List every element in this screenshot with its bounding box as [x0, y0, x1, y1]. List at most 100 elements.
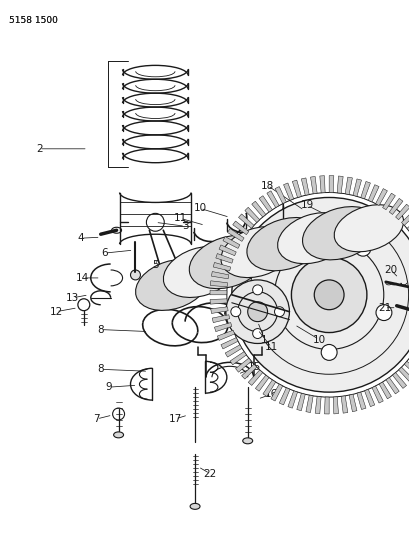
- Polygon shape: [212, 315, 229, 322]
- Polygon shape: [227, 229, 243, 241]
- Ellipse shape: [277, 213, 350, 264]
- Ellipse shape: [220, 227, 294, 278]
- Polygon shape: [235, 358, 251, 372]
- Polygon shape: [385, 377, 398, 394]
- Polygon shape: [395, 204, 409, 220]
- Text: 6: 6: [101, 248, 108, 258]
- Text: 13: 13: [66, 293, 79, 303]
- Circle shape: [287, 240, 303, 256]
- Polygon shape: [229, 352, 246, 365]
- Polygon shape: [398, 367, 409, 382]
- Text: 22: 22: [203, 469, 216, 479]
- Text: 11: 11: [173, 213, 187, 223]
- Text: 7: 7: [93, 414, 100, 424]
- Circle shape: [231, 197, 409, 392]
- Polygon shape: [217, 330, 234, 341]
- Polygon shape: [319, 176, 324, 193]
- Ellipse shape: [242, 438, 252, 444]
- Ellipse shape: [113, 432, 123, 438]
- Polygon shape: [375, 189, 387, 206]
- Text: 1: 1: [261, 335, 267, 344]
- Polygon shape: [400, 211, 409, 225]
- Polygon shape: [211, 271, 228, 279]
- Polygon shape: [406, 217, 409, 231]
- Polygon shape: [232, 221, 248, 235]
- Polygon shape: [258, 196, 272, 212]
- Polygon shape: [210, 281, 227, 287]
- Text: 9: 9: [105, 382, 112, 392]
- Circle shape: [291, 257, 366, 333]
- Circle shape: [354, 240, 370, 256]
- Polygon shape: [333, 397, 338, 414]
- Polygon shape: [364, 389, 374, 407]
- Text: 3: 3: [181, 221, 188, 231]
- Polygon shape: [356, 392, 365, 409]
- Polygon shape: [251, 201, 265, 217]
- Polygon shape: [218, 245, 236, 256]
- Text: 15: 15: [247, 362, 261, 373]
- Polygon shape: [360, 181, 369, 199]
- Polygon shape: [279, 387, 289, 405]
- Text: 19: 19: [300, 200, 313, 211]
- Polygon shape: [266, 191, 279, 207]
- Ellipse shape: [333, 205, 402, 252]
- Circle shape: [247, 302, 267, 321]
- Polygon shape: [340, 396, 347, 413]
- Text: 10: 10: [312, 335, 325, 344]
- Text: 5158 1500: 5158 1500: [9, 15, 58, 25]
- Polygon shape: [371, 386, 382, 403]
- Circle shape: [266, 305, 282, 320]
- Ellipse shape: [163, 246, 236, 297]
- Polygon shape: [378, 382, 391, 399]
- Circle shape: [252, 328, 262, 338]
- Polygon shape: [391, 373, 406, 389]
- Polygon shape: [344, 177, 352, 195]
- Polygon shape: [324, 397, 328, 414]
- Text: 20: 20: [383, 265, 396, 275]
- Polygon shape: [222, 237, 239, 248]
- Circle shape: [313, 280, 343, 310]
- Text: 14: 14: [76, 273, 89, 283]
- Ellipse shape: [246, 217, 323, 271]
- Text: 16: 16: [264, 389, 277, 399]
- Polygon shape: [336, 176, 342, 193]
- Text: 12: 12: [49, 306, 63, 317]
- Polygon shape: [214, 322, 231, 332]
- Text: 5158 1500: 5158 1500: [9, 15, 58, 25]
- Text: 5: 5: [152, 260, 158, 270]
- Polygon shape: [305, 395, 312, 413]
- Ellipse shape: [302, 207, 379, 260]
- Polygon shape: [287, 391, 297, 408]
- Polygon shape: [328, 175, 333, 192]
- Polygon shape: [262, 380, 275, 397]
- Text: 8: 8: [97, 364, 104, 374]
- Polygon shape: [315, 397, 320, 414]
- Text: 4: 4: [77, 233, 84, 243]
- Polygon shape: [292, 180, 301, 198]
- Text: 18: 18: [260, 181, 274, 191]
- Polygon shape: [255, 375, 268, 391]
- Polygon shape: [388, 198, 402, 214]
- Text: 11: 11: [264, 342, 277, 352]
- Polygon shape: [244, 207, 259, 222]
- Polygon shape: [352, 179, 361, 196]
- Polygon shape: [213, 262, 230, 271]
- Circle shape: [320, 344, 336, 360]
- Text: 21: 21: [377, 303, 391, 313]
- Text: 10: 10: [193, 204, 206, 213]
- Polygon shape: [403, 361, 409, 376]
- Polygon shape: [348, 394, 356, 411]
- Circle shape: [375, 305, 391, 320]
- Text: 8: 8: [97, 325, 104, 335]
- Polygon shape: [301, 178, 308, 195]
- Polygon shape: [283, 183, 293, 200]
- Polygon shape: [241, 364, 256, 379]
- Polygon shape: [296, 393, 305, 411]
- Ellipse shape: [190, 503, 200, 510]
- Ellipse shape: [135, 260, 208, 310]
- Polygon shape: [220, 337, 237, 349]
- Polygon shape: [209, 290, 226, 295]
- Text: 17: 17: [168, 414, 181, 424]
- Polygon shape: [247, 370, 262, 385]
- Polygon shape: [225, 345, 241, 357]
